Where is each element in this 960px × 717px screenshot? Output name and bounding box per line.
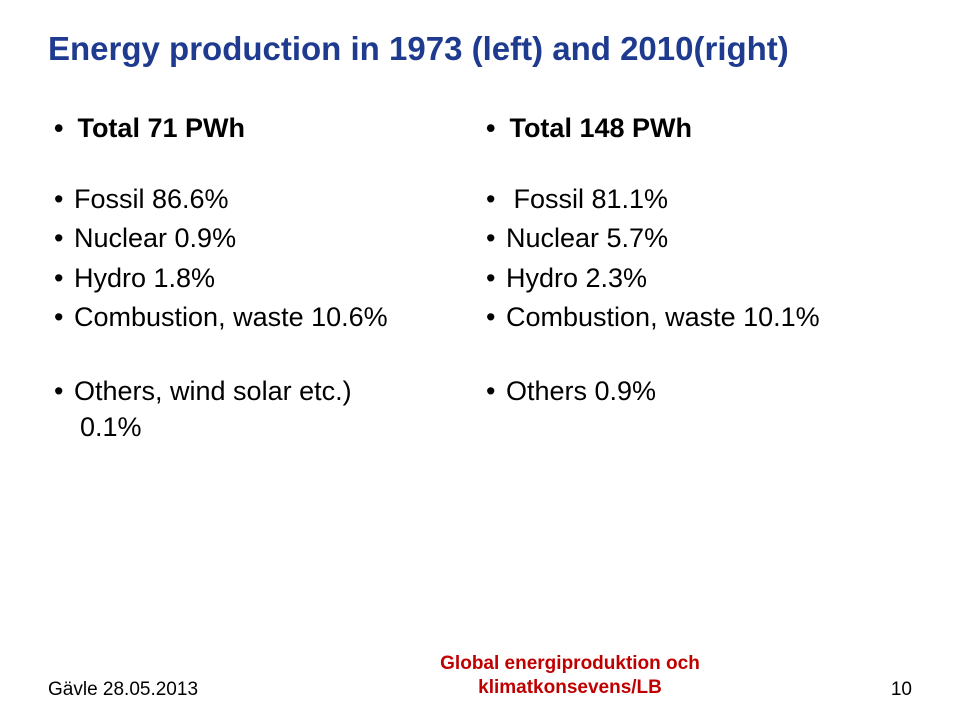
list-item-text: Nuclear 5.7%	[506, 223, 668, 253]
slide-title: Energy production in 1973 (left) and 201…	[48, 28, 912, 69]
right-total: • Total 148 PWh	[480, 113, 912, 144]
columns-container: •Total 71 PWh •Fossil 86.6% •Nuclear 0.9…	[48, 113, 912, 445]
right-column: •Total 148 PWh • Fossil 81.1% •Nuclear 5…	[480, 113, 912, 445]
list-item: •Others, wind solar etc.) 0.1%	[54, 373, 480, 446]
list-item-text: Combustion, waste 10.1%	[506, 302, 820, 332]
right-total-text: Total 148 PWh	[509, 113, 692, 143]
left-column: •Total 71 PWh •Fossil 86.6% •Nuclear 0.9…	[48, 113, 480, 445]
list-item-text: Hydro 1.8%	[74, 263, 215, 293]
bullet-icon: •	[54, 259, 74, 298]
right-list: • Fossil 81.1% •Nuclear 5.7% •Hydro 2.3%…	[480, 180, 912, 337]
list-item: •Hydro 2.3%	[486, 259, 912, 298]
list-item: •Nuclear 5.7%	[486, 219, 912, 258]
list-item: • Fossil 81.1%	[486, 180, 912, 219]
list-item: •Combustion, waste 10.6%	[54, 298, 480, 337]
list-item-text: Hydro 2.3%	[506, 263, 647, 293]
footer-center-line1: Global energiproduktion och	[440, 653, 700, 674]
list-item: •Others 0.9%	[486, 373, 912, 409]
others-line2: 0.1%	[54, 409, 480, 445]
bullet-icon: •	[486, 373, 506, 409]
list-item: •Nuclear 0.9%	[54, 219, 480, 258]
bullet-icon: •	[54, 219, 74, 258]
list-item: •Combustion, waste 10.1%	[486, 298, 912, 337]
left-others: •Others, wind solar etc.) 0.1%	[48, 373, 480, 446]
bullet-icon: •	[486, 298, 506, 337]
list-item-text: Nuclear 0.9%	[74, 223, 236, 253]
footer: Gävle 28.05.2013 Global energiproduktion…	[0, 652, 960, 701]
list-item-text: Fossil 86.6%	[74, 184, 229, 214]
left-total-text: Total 71 PWh	[77, 113, 245, 143]
bullet-icon: •	[486, 219, 506, 258]
left-total: • Total 71 PWh	[48, 113, 480, 144]
bullet-icon: •	[54, 298, 74, 337]
bullet-icon: •	[486, 113, 495, 143]
bullet-icon: •	[486, 259, 506, 298]
right-others: •Others 0.9%	[480, 373, 912, 409]
left-list: •Fossil 86.6% •Nuclear 0.9% •Hydro 1.8% …	[48, 180, 480, 337]
list-item: •Hydro 1.8%	[54, 259, 480, 298]
bullet-icon: •	[486, 180, 506, 219]
list-item: •Fossil 86.6%	[54, 180, 480, 219]
bullet-icon: •	[54, 113, 63, 143]
others-text: Others 0.9%	[506, 376, 656, 406]
footer-date: Gävle 28.05.2013	[48, 679, 288, 701]
others-line1: Others, wind solar etc.)	[74, 376, 352, 406]
footer-center: Global energiproduktion och klimatkonsev…	[288, 652, 852, 701]
list-item-text: Fossil 81.1%	[506, 184, 668, 214]
page-number: 10	[852, 679, 912, 701]
footer-center-line2: klimatkonsevens/LB	[478, 677, 662, 698]
bullet-icon: •	[54, 180, 74, 219]
list-item-text: Combustion, waste 10.6%	[74, 302, 388, 332]
bullet-icon: •	[54, 373, 74, 409]
